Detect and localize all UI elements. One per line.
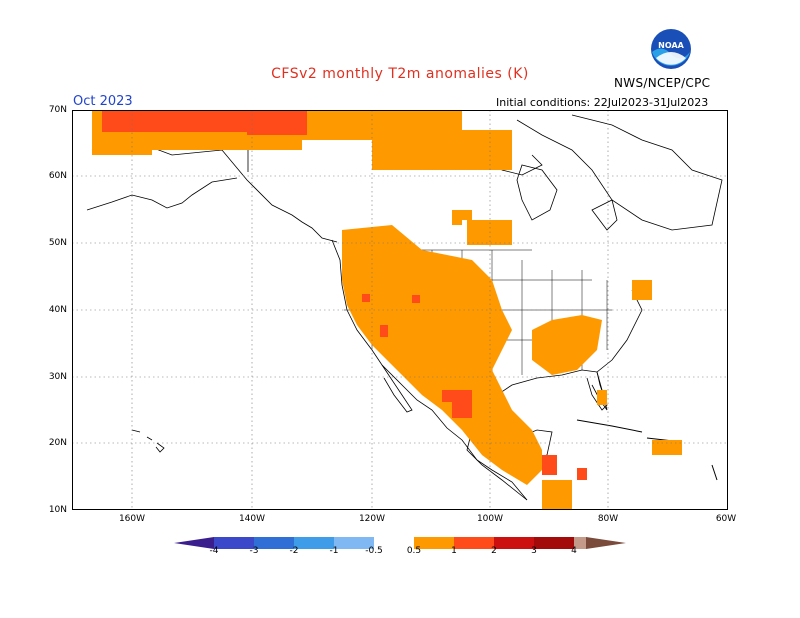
colorbar-label: -3 <box>249 546 259 556</box>
lat-label-40: 40N <box>48 305 67 315</box>
anomaly-1-2 <box>102 110 587 480</box>
colorbar-label: -0.5 <box>365 546 383 556</box>
colorbar-bin <box>214 537 254 549</box>
colorbar-label: -4 <box>209 546 219 556</box>
colorbar-bin <box>574 537 586 549</box>
colorbar-bin <box>414 537 454 549</box>
lon-label-60w: 60W <box>715 514 737 524</box>
lat-label-70: 70N <box>48 105 67 115</box>
colorbar-bin <box>294 537 334 549</box>
lat-label-30: 30N <box>48 372 67 382</box>
agency-label: NWS/NCEP/CPC <box>614 76 711 90</box>
anomaly-map <box>72 110 728 510</box>
lon-label-160w: 160W <box>118 514 146 524</box>
lon-label-80w: 80W <box>597 514 619 524</box>
colorbar-bin <box>374 537 414 549</box>
forecast-month: Oct 2023 <box>73 94 133 109</box>
colorbar-label: 3 <box>531 546 537 556</box>
lon-label-140w: 140W <box>238 514 266 524</box>
colorbar <box>174 537 626 549</box>
noaa-logo: NOAA <box>651 29 691 69</box>
colorbar-bin <box>494 537 534 549</box>
chart-title: CFSv2 monthly T2m anomalies (K) <box>271 66 529 82</box>
colorbar-bin <box>454 537 494 549</box>
lat-label-10: 10N <box>48 505 67 515</box>
colorbar-bin <box>254 537 294 549</box>
colorbar-bin <box>334 537 374 549</box>
colorbar-label: -1 <box>329 546 339 556</box>
colorbar-tri-right <box>586 537 626 549</box>
colorbar-bin <box>534 537 574 549</box>
lon-label-120w: 120W <box>358 514 386 524</box>
lat-label-60: 60N <box>48 171 67 181</box>
colorbar-label: 1 <box>451 546 457 556</box>
colorbar-label: 4 <box>571 546 577 556</box>
colorbar-tri-left <box>174 537 214 549</box>
colorbar-label: 0.5 <box>406 546 422 556</box>
svg-text:NOAA: NOAA <box>658 41 684 50</box>
gridlines <box>72 110 728 510</box>
initial-conditions: Initial conditions: 22Jul2023-31Jul2023 <box>496 96 709 109</box>
lat-label-50: 50N <box>48 238 67 248</box>
lat-label-20: 20N <box>48 438 67 448</box>
colorbar-label: -2 <box>289 546 299 556</box>
lon-label-100w: 100W <box>476 514 504 524</box>
colorbar-label: 2 <box>491 546 497 556</box>
